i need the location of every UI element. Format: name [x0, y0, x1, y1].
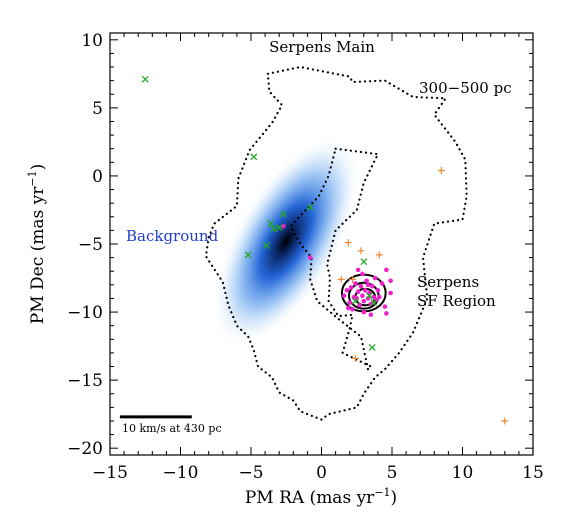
magenta-point	[368, 312, 374, 318]
orange-plus	[375, 251, 383, 259]
magenta-point	[375, 287, 381, 293]
plot-area: 10 km/s at 430 pc	[119, 65, 509, 435]
magenta-point	[384, 311, 389, 316]
green-cross	[244, 251, 252, 259]
green-cross	[270, 225, 278, 233]
magenta-point	[345, 305, 351, 311]
x-axis-label-end: )	[391, 488, 398, 508]
magenta-point	[365, 282, 371, 288]
orange-plus	[437, 166, 445, 174]
magenta-point	[350, 307, 355, 312]
x-tick-label: 15	[522, 463, 544, 483]
orange-plus	[337, 275, 345, 283]
annotation-sf-region-line2: SF Region	[417, 292, 496, 310]
green-cross	[279, 210, 287, 218]
y-axis-label-sup: −1	[26, 170, 39, 186]
green-cross	[360, 258, 368, 266]
green-cross	[368, 343, 376, 351]
x-tick-label: −15	[92, 463, 128, 483]
magenta-point	[353, 281, 358, 286]
magenta-point	[360, 293, 365, 299]
annotation-background: Background	[126, 227, 219, 245]
magenta-point	[382, 304, 388, 309]
y-tick-label: 10	[81, 31, 103, 51]
scale-bar-label: 10 km/s at 430 pc	[122, 422, 222, 435]
green-cross	[275, 224, 283, 232]
magenta-point	[369, 283, 375, 289]
y-tick-label: −20	[67, 439, 103, 459]
magenta-point	[364, 278, 369, 284]
magenta-point	[341, 293, 347, 299]
green-cross	[141, 75, 149, 83]
data-points	[141, 75, 509, 425]
magenta-point	[307, 255, 313, 260]
y-axis-label: PM Dec (mas yr−1)	[26, 164, 48, 324]
magenta-point	[384, 267, 389, 273]
magenta-point	[362, 287, 368, 293]
x-tick-label: −10	[163, 463, 199, 483]
magenta-point	[377, 294, 382, 300]
magenta-point	[347, 300, 353, 305]
y-axis-label-end: )	[28, 164, 48, 171]
magenta-point	[361, 298, 367, 304]
annotation-distance: 300−500 pc	[419, 79, 512, 97]
background-density	[211, 135, 361, 348]
x-axis-label: PM RA (mas yr−1)	[245, 486, 397, 508]
magenta-point	[388, 278, 393, 284]
magenta-point	[365, 296, 371, 301]
magenta-point	[379, 281, 385, 286]
orange-plus	[349, 275, 357, 283]
green-cross	[365, 292, 373, 300]
orange-plus	[357, 247, 365, 255]
orange-plus	[351, 354, 359, 362]
magenta-point	[354, 296, 360, 301]
x-axis-label-main: PM RA (mas yr	[245, 488, 375, 508]
x-axis-label-sup: −1	[374, 486, 390, 499]
orange-plus	[501, 417, 509, 425]
magenta-point	[361, 309, 367, 315]
magenta-point	[360, 271, 365, 277]
green-cross	[263, 241, 270, 249]
magenta-point	[348, 285, 354, 290]
outline-inner	[289, 147, 380, 372]
green-cross	[351, 297, 359, 305]
magenta-point	[355, 267, 361, 273]
x-tick-label: 5	[387, 463, 398, 483]
y-tick-label: −10	[67, 303, 103, 323]
x-tick-label: −5	[238, 463, 263, 483]
green-cross	[250, 153, 258, 161]
y-tick-label: 0	[92, 167, 103, 187]
annotation-serpens-main: Serpens Main	[269, 38, 375, 56]
magenta-point	[357, 302, 362, 308]
scale-bar: 10 km/s at 430 pc	[119, 415, 222, 435]
annotation-sf-region-line1: Serpens	[417, 273, 479, 291]
magenta-point	[358, 283, 364, 289]
orange-plus	[344, 239, 352, 247]
y-tick-label: −15	[67, 371, 103, 391]
magenta-point	[355, 289, 361, 294]
y-tick-label: 5	[92, 99, 103, 119]
axis-ticks: −15 −10 −5 0 5 10 15 −20 −15 −10 −5 0 5 10	[67, 31, 544, 483]
x-tick-label: 0	[316, 463, 327, 483]
green-cross	[370, 299, 378, 306]
magenta-point	[372, 275, 378, 281]
green-cross	[267, 220, 275, 228]
x-tick-label: 10	[452, 463, 474, 483]
y-axis-label-main: PM Dec (mas yr	[28, 186, 48, 324]
magenta-point	[388, 290, 393, 296]
y-tick-label: −5	[78, 235, 103, 255]
magenta-point	[344, 287, 350, 293]
green-cross	[306, 203, 314, 211]
